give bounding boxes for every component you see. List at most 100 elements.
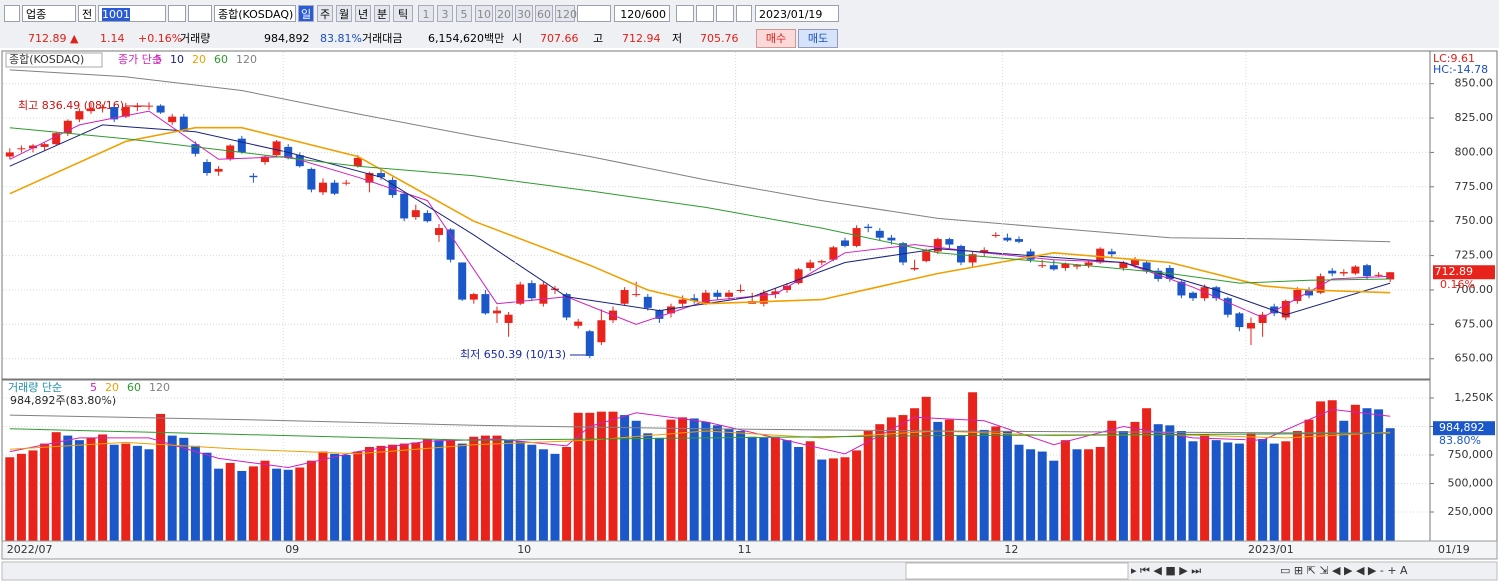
candle-body <box>864 226 873 229</box>
interval-button[interactable]: 5 <box>456 5 472 22</box>
volume-bar <box>724 428 734 541</box>
hc-label: HC:-14.78 <box>1433 63 1488 76</box>
candle-body <box>1038 265 1047 267</box>
index-name: 종합(KOSDAQ) <box>214 5 296 22</box>
buy-button[interactable]: 매수 <box>756 29 796 48</box>
market-select[interactable]: 업종 <box>22 5 76 22</box>
volume-bar <box>434 440 444 541</box>
volume-bar <box>817 459 827 541</box>
period-button[interactable]: 분 <box>374 5 390 22</box>
legend-label: 종가 단순 <box>118 53 162 66</box>
volume-bar <box>1269 443 1279 541</box>
legend-entry: 5 <box>90 381 97 394</box>
interval-button[interactable]: 60 <box>535 5 553 22</box>
period-button[interactable]: 일 <box>298 5 314 22</box>
volume-bar <box>86 437 96 541</box>
last-volume-label: 984,892 <box>1439 421 1485 434</box>
menu-icon[interactable] <box>4 5 20 22</box>
volume-bar <box>759 437 769 541</box>
candle-body <box>458 262 467 300</box>
y-tick-label: 1,250K <box>1454 391 1493 404</box>
volume-bar <box>944 419 954 541</box>
candle-body <box>1374 274 1383 276</box>
volume-bar <box>1084 449 1094 541</box>
tool-button[interactable] <box>696 5 714 22</box>
y-tick-label: 750.00 <box>1455 214 1494 227</box>
period-button[interactable]: 틱 <box>393 5 413 22</box>
candle-body <box>98 107 107 109</box>
scrollbar[interactable] <box>1 561 1498 581</box>
volume-bar <box>596 411 606 541</box>
volume-bar <box>98 434 108 541</box>
ma-line <box>9 126 1391 305</box>
tool-button[interactable] <box>676 5 694 22</box>
interval-button[interactable]: 120 <box>555 5 577 22</box>
volume-bar <box>28 450 38 541</box>
volume-bar <box>666 419 676 541</box>
candle-body <box>5 152 14 157</box>
interval-button[interactable]: 10 <box>475 5 493 22</box>
candle-body <box>1363 265 1371 277</box>
search-button[interactable] <box>168 5 186 22</box>
volume-bar <box>538 449 548 541</box>
volume-bar <box>1165 425 1175 541</box>
title-box <box>5 52 103 68</box>
volume-bar <box>631 420 641 541</box>
volume-bar <box>1072 449 1082 541</box>
interval-button[interactable]: 1 <box>418 5 434 22</box>
period-button[interactable]: 주 <box>317 5 333 22</box>
volume-bar <box>678 417 688 541</box>
volume-bar <box>214 468 224 541</box>
candle-body <box>1003 237 1012 241</box>
interval-button[interactable]: 30 <box>515 5 533 22</box>
candle-body <box>933 239 942 252</box>
sound-button[interactable] <box>188 5 212 22</box>
volume-bar <box>63 435 73 541</box>
x-tick-label: 2023/01 <box>1248 543 1294 556</box>
code-input[interactable]: 1001 <box>98 5 166 22</box>
interval-button[interactable]: 3 <box>437 5 453 22</box>
volume-bar <box>492 435 502 541</box>
volume-bar <box>1014 444 1024 541</box>
last-price-box <box>1433 265 1495 280</box>
interval-button[interactable]: 20 <box>495 5 513 22</box>
candle-body <box>725 292 733 297</box>
scroll-thumb[interactable] <box>905 562 1129 580</box>
volume-ratio: 83.81% <box>320 32 362 45</box>
candle-body <box>1351 266 1360 274</box>
candle-body <box>435 228 443 235</box>
prev-button[interactable]: 전 <box>78 5 96 22</box>
period-button[interactable]: 년 <box>355 5 371 22</box>
volume-bar <box>643 433 653 541</box>
volume-bar <box>422 439 432 541</box>
settings-button[interactable] <box>736 5 752 22</box>
candle-body <box>237 138 246 153</box>
sell-button[interactable]: 매도 <box>798 29 838 48</box>
volume-bar <box>1327 400 1337 541</box>
volume-bar <box>5 457 15 541</box>
date-box[interactable]: 2023/01/19 <box>755 5 839 22</box>
scroll-buttons[interactable]: ▸ ⏮ ◀ ■ ▶ ⏭ <box>1131 564 1201 577</box>
custom-interval[interactable] <box>577 5 611 22</box>
candle-body <box>539 284 548 304</box>
volume-bar <box>1316 401 1326 541</box>
volume-bar <box>840 457 850 541</box>
candle-body <box>504 314 513 323</box>
low-label: 저 <box>672 32 683 45</box>
count-box[interactable]: 120/600 <box>614 5 670 22</box>
volume-bar <box>805 441 815 541</box>
candle-body <box>655 310 664 319</box>
volume-bar <box>330 453 340 541</box>
zoom-buttons[interactable]: ▭ ⊞ ⇱ ⇲ ◀ ▶ ◀ ▶ - + A <box>1280 564 1408 577</box>
open-label: 시 <box>512 32 523 45</box>
volume-bar <box>1026 449 1036 541</box>
candle-body <box>446 229 455 260</box>
tool-button[interactable] <box>716 5 734 22</box>
candle-body <box>875 230 884 238</box>
volume-bar <box>1200 434 1210 541</box>
period-button[interactable]: 월 <box>336 5 352 22</box>
volume-bar <box>620 415 630 541</box>
candle-body <box>887 237 896 241</box>
candle-body <box>678 299 687 304</box>
volume-bar <box>979 429 989 541</box>
